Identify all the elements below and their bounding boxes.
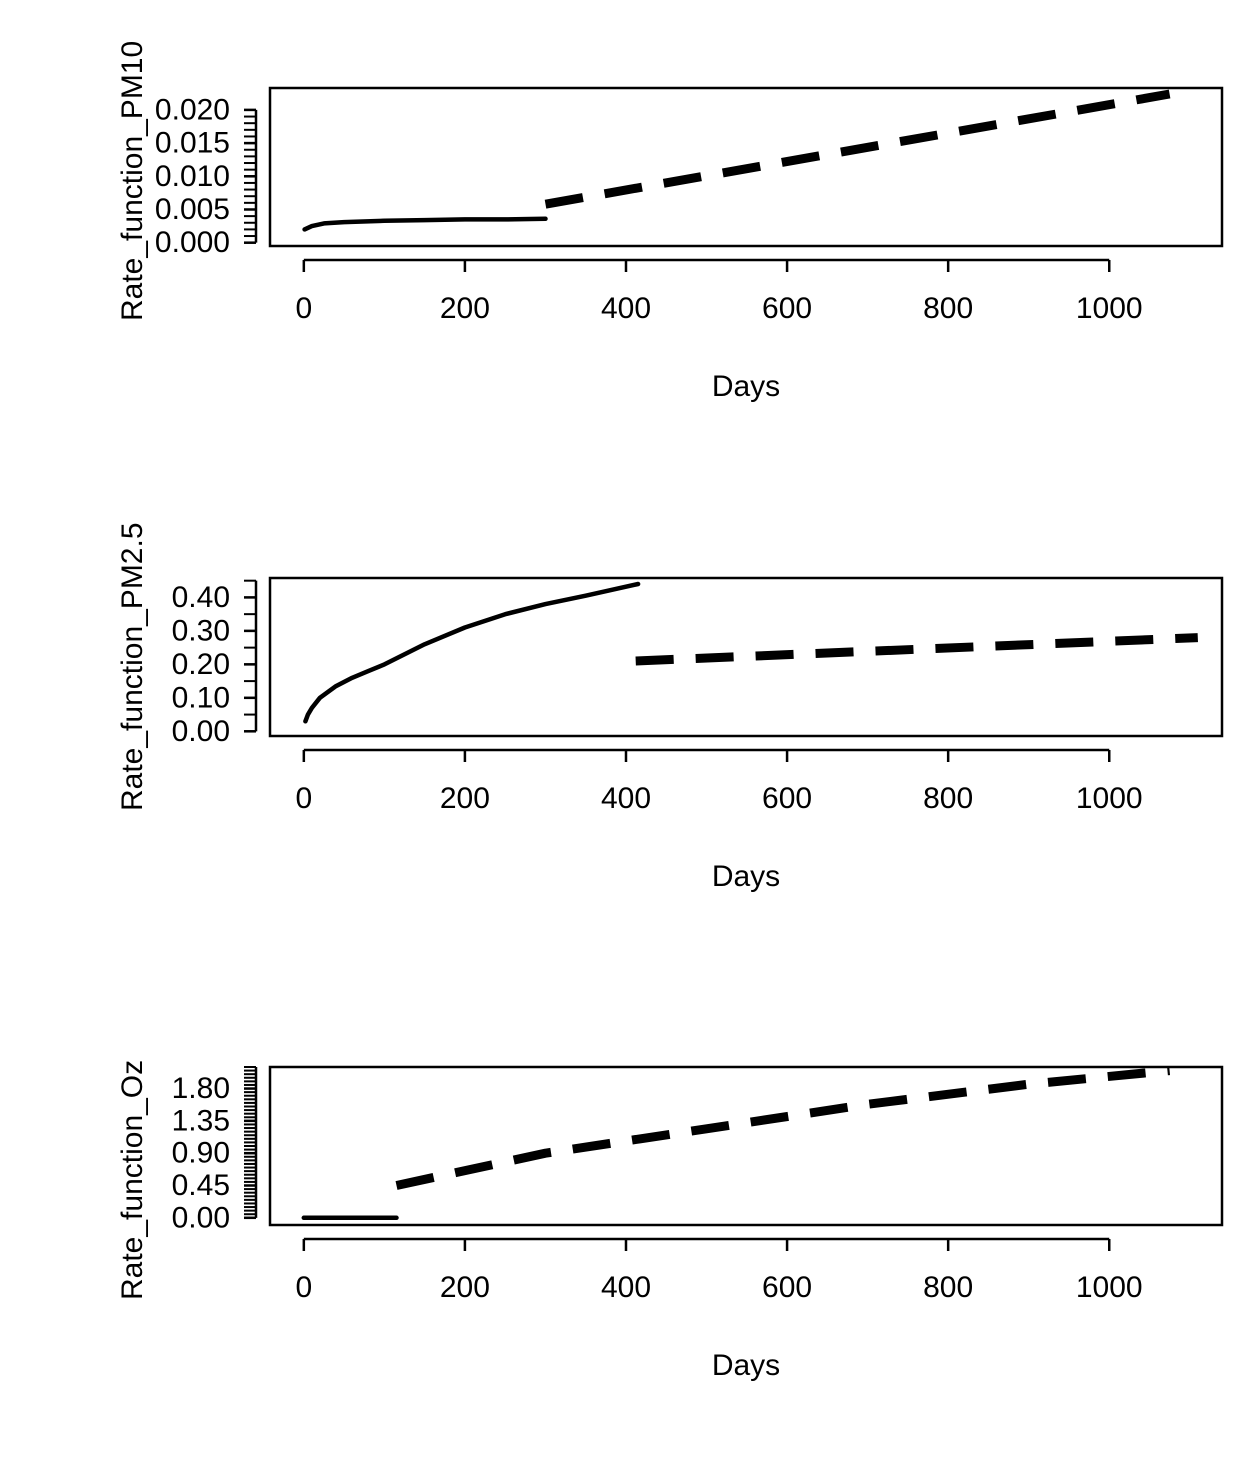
- y-tick-label: 0.015: [155, 127, 230, 160]
- x-tick-label: 1000: [1076, 292, 1143, 325]
- x-tick-label: 0: [295, 782, 312, 815]
- plot-frame: [268, 1065, 1224, 1227]
- y-tick-label: 0.00: [172, 1201, 230, 1234]
- x-tick-label: 400: [601, 292, 651, 325]
- series-dashed-line: [395, 1066, 1171, 1190]
- x-axis-title: Days: [712, 860, 780, 893]
- y-axis-title: Rate_function_PM2.5: [116, 522, 149, 811]
- y-tick-label: 0.40: [172, 581, 230, 614]
- chart-panel-2: 0 200 400 600 800 1000 Days 0.000.100.200.300.4…: [116, 522, 1224, 893]
- x-tick-label: 800: [923, 782, 973, 815]
- chart-panel-1: 0 200 400 600 800 1000 Days 0.0000.0050.0100.01…: [116, 41, 1224, 403]
- y-tick-label: 0.10: [172, 681, 230, 714]
- x-axis-title: Days: [712, 1349, 780, 1382]
- x-tick-label: 200: [440, 1271, 490, 1304]
- x-tick-label: 400: [601, 782, 651, 815]
- y-tick-label: 1.35: [172, 1104, 230, 1137]
- y-tick-label: 0.010: [155, 160, 230, 193]
- y-tick-label: 0.20: [172, 648, 230, 681]
- x-axis-title: Days: [712, 370, 780, 403]
- x-tick-label: 1000: [1076, 782, 1143, 815]
- x-tick-label: 600: [762, 1271, 812, 1304]
- x-tick-label: 800: [923, 1271, 973, 1304]
- plot-frame: [268, 576, 1224, 738]
- x-tick-label: 600: [762, 782, 812, 815]
- series-dashed-line: [635, 633, 1198, 666]
- x-tick-label: 600: [762, 292, 812, 325]
- x-tick-label: 0: [295, 1271, 312, 1304]
- x-tick-label: 200: [440, 782, 490, 815]
- x-tick-label: 0: [295, 292, 312, 325]
- series-dashed-line: [544, 89, 1171, 209]
- x-tick-label: 800: [923, 292, 973, 325]
- y-axis-title: Rate_function_Oz: [116, 1060, 149, 1300]
- series-solid-line: [302, 216, 548, 232]
- y-tick-label: 0.005: [155, 193, 230, 226]
- y-tick-label: 0.00: [172, 715, 230, 748]
- y-tick-label: 0.90: [172, 1137, 230, 1170]
- x-tick-label: 200: [440, 292, 490, 325]
- y-tick-label: 0.000: [155, 226, 230, 259]
- chart-panel-3: 0 200 400 600 800 1000 Days 0.000.450.901.351.8…: [116, 1060, 1224, 1382]
- x-tick-label: 400: [601, 1271, 651, 1304]
- x-tick-label: 1000: [1076, 1271, 1143, 1304]
- y-tick-label: 0.020: [155, 93, 230, 126]
- y-tick-label: 1.80: [172, 1072, 230, 1105]
- series-solid-line: [303, 581, 641, 724]
- y-tick-label: 0.30: [172, 614, 230, 647]
- y-tick-label: 0.45: [172, 1169, 230, 1202]
- plot-frame: [268, 86, 1224, 248]
- y-axis-title: Rate_function_PM10: [116, 41, 149, 321]
